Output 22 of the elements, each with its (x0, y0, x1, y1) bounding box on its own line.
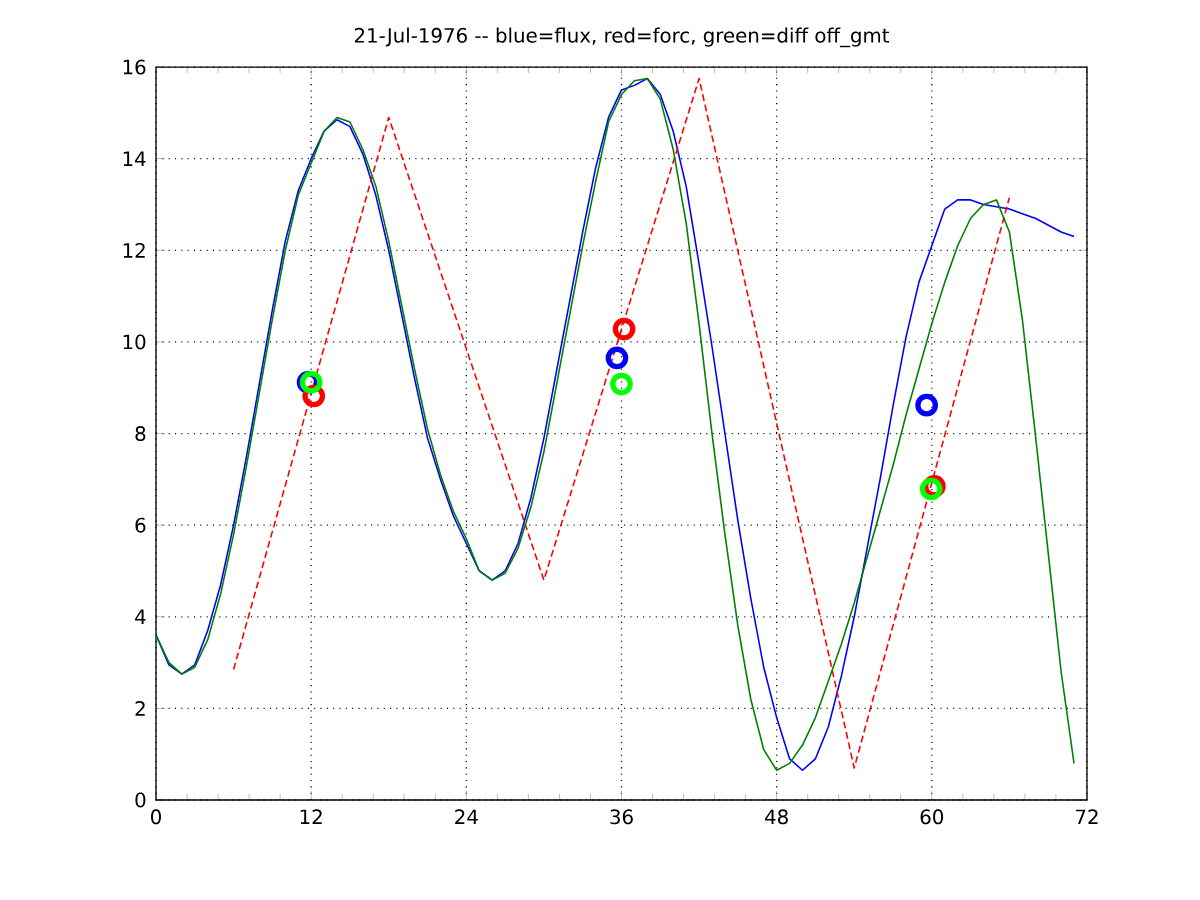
x-tick-label: 12 (300, 809, 322, 825)
y-tick-label: 2 (135, 701, 145, 716)
point (605, 346, 629, 370)
y-tick-label: 4 (135, 609, 146, 624)
y-tick-label: 6 (135, 517, 146, 533)
x-tick-label: 48 (765, 809, 788, 825)
point (610, 372, 633, 396)
y-tick-label: 14 (123, 151, 146, 166)
y-tick-label: 0 (135, 792, 146, 808)
y-tick-label: 12 (123, 242, 145, 258)
line-series (232, 77, 1011, 769)
y-tick-label: 10 (123, 334, 146, 350)
x-tick-label: 0 (151, 809, 161, 825)
y-tick-label: 16 (123, 59, 146, 75)
point (915, 393, 938, 417)
x-tick-label: 60 (920, 809, 944, 825)
x-tick-label: 24 (455, 809, 478, 825)
y-tick-label: 8 (135, 426, 146, 442)
x-tick-label: 36 (610, 809, 633, 825)
point (612, 317, 636, 341)
chart-title: 21-Jul-1976 -- blue=flux, red=forc, green=diff off_gmt (354, 27, 890, 48)
x-tick-label: 72 (1076, 809, 1098, 825)
